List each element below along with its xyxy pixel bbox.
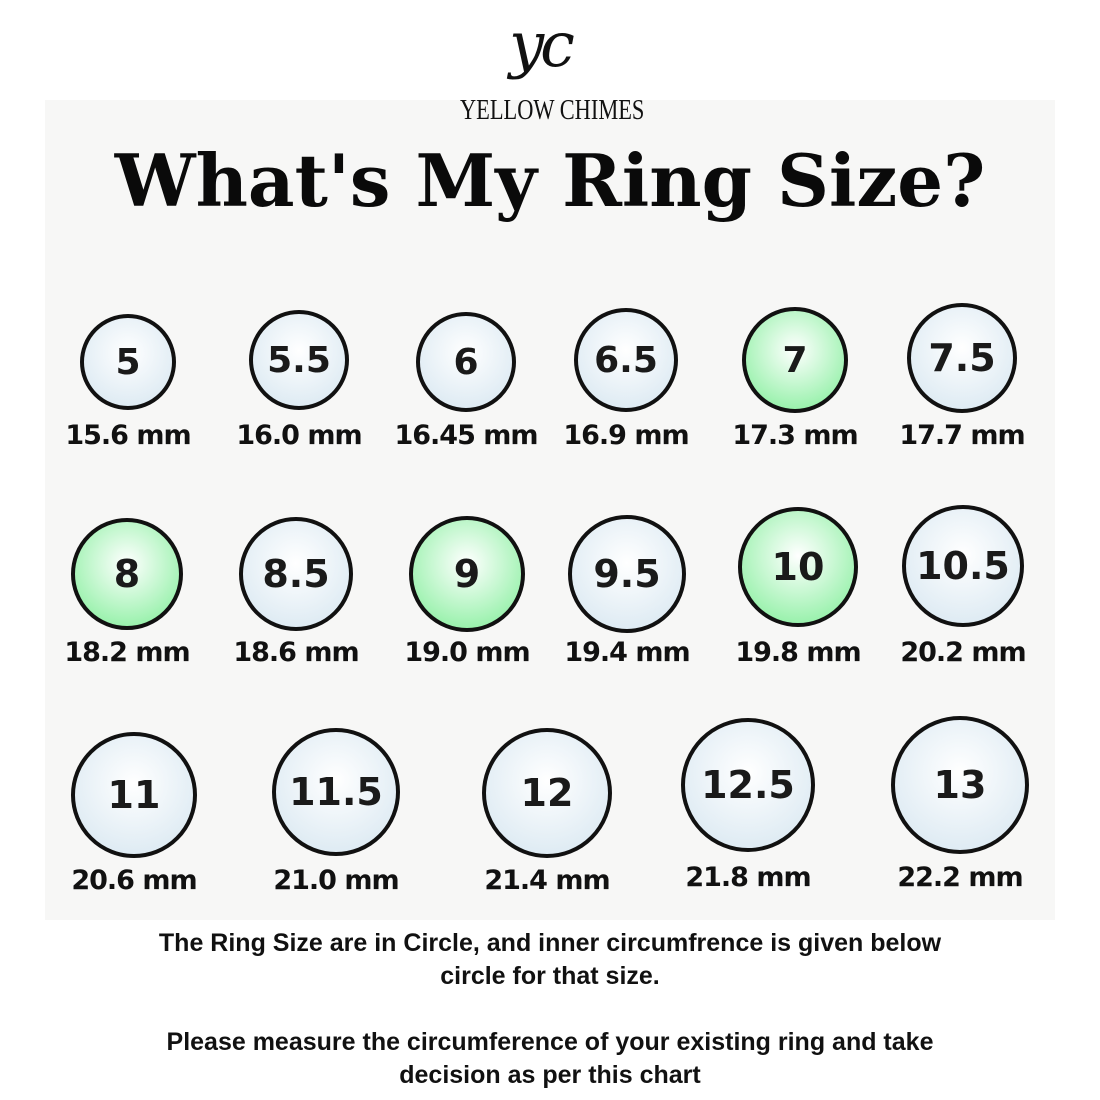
ring-circumference-label: 18.2 mm (64, 637, 190, 668)
ring-circle-size: 10 (738, 507, 858, 627)
ring-circle-size: 9.5 (568, 515, 686, 633)
ring-circle-size: 6.5 (574, 308, 678, 412)
ring-circumference-label: 20.6 mm (71, 865, 197, 896)
brand-name: YELLOW CHIMES (460, 95, 645, 126)
ring-circle-size: 13 (891, 716, 1029, 854)
ring-circumference-label: 20.2 mm (900, 637, 1026, 668)
ring-circle-size: 12 (482, 728, 612, 858)
ring-circumference-label: 16.9 mm (563, 420, 689, 451)
note-line-2: circle for that size. (440, 962, 660, 990)
ring-circumference-label: 21.8 mm (685, 862, 811, 893)
ring-circumference-label: 16.0 mm (236, 420, 362, 451)
ring-circle-size: 7.5 (907, 303, 1017, 413)
page-title: What's My Ring Size? (114, 138, 986, 223)
note-line-1: The Ring Size are in Circle, and inner c… (158, 929, 942, 957)
ring-circumference-label: 19.4 mm (564, 637, 690, 668)
ring-circumference-label: 17.7 mm (899, 420, 1025, 451)
ring-circumference-label: 19.8 mm (735, 637, 861, 668)
ring-circle-size: 5.5 (249, 310, 349, 410)
ring-circle-size: 8 (71, 518, 183, 630)
ring-circle-size: 9 (409, 516, 525, 632)
brand-logo: yc YELLOW CHIMES (440, 5, 645, 127)
ring-circle-size: 7 (742, 307, 848, 413)
ring-circumference-label: 15.6 mm (65, 420, 191, 451)
ring-circle-size: 6 (416, 312, 516, 412)
ring-circumference-label: 21.0 mm (273, 865, 399, 896)
ring-circumference-label: 18.6 mm (233, 637, 359, 668)
ring-circumference-label: 21.4 mm (484, 865, 610, 896)
ring-circle-size: 5 (80, 314, 176, 410)
ring-circle-size: 10.5 (902, 505, 1024, 627)
ring-circumference-label: 17.3 mm (732, 420, 858, 451)
logo-mark: yc (509, 8, 575, 81)
note-line-3: Please measure the circumference of your… (166, 1028, 934, 1056)
note-line-4: decision as per this chart (399, 1061, 701, 1089)
ring-circle-size: 8.5 (239, 517, 353, 631)
ring-circumference-label: 16.45 mm (394, 420, 538, 451)
ring-circle-size: 11.5 (272, 728, 400, 856)
ring-circumference-label: 19.0 mm (404, 637, 530, 668)
ring-circle-size: 12.5 (681, 718, 815, 852)
ring-circumference-label: 22.2 mm (897, 862, 1023, 893)
ring-circle-size: 11 (71, 732, 197, 858)
